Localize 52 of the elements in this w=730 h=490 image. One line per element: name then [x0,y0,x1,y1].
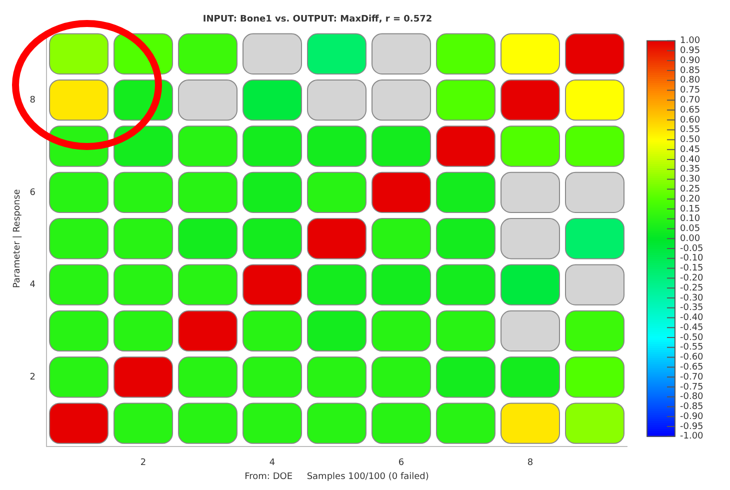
color-bar-label: 0.95 [680,46,700,56]
x-tick-label: 6 [398,458,404,468]
color-bar-label: 0.85 [680,66,700,76]
color-bar-label: 0.80 [680,76,700,86]
x-axis-title: From: DOE Samples 100/100 (0 failed) [244,472,429,482]
color-bar-label: -0.50 [680,332,704,343]
color-bar-label: -0.25 [680,283,704,294]
color-bar-label: 0.55 [680,125,700,136]
y-tick-label: 4 [30,280,36,290]
color-bar-label: 0.30 [680,174,700,185]
color-bar-label: 0.40 [680,154,700,165]
color-bar-label: -0.65 [680,362,704,373]
color-bar-label: 0.05 [680,224,700,234]
color-bar-label: 1.00 [680,36,700,46]
color-bar-label: -0.55 [680,342,704,353]
y-axis-title: Parameter | Response [12,188,23,288]
color-bar-label: -0.20 [680,274,704,284]
color-bar-label: 0.75 [680,86,700,96]
color-bar-label: 0.90 [680,56,700,66]
color-bar-label: -0.45 [680,322,704,333]
color-bar-label: -1.00 [680,432,704,442]
color-bar-label: -0.35 [680,303,704,314]
color-bar-label: 0.20 [680,194,700,204]
color-bar-label: 0.00 [680,234,700,244]
color-bar-label: -0.90 [680,412,704,422]
y-tick-label: 2 [30,372,36,382]
color-bar-label: 0.65 [680,105,700,116]
color-bar-label: 0.45 [680,144,700,155]
color-bar-label: -0.75 [680,382,704,392]
color-bar-label: -0.40 [680,313,704,324]
color-bar-label: -0.85 [680,402,704,412]
color-bar-label: -0.70 [680,372,704,382]
color-bar-label: 0.15 [680,204,700,214]
color-bar-label: -0.15 [680,264,704,274]
color-bar-label: -0.60 [680,352,704,363]
chart-title: INPUT: Bone1 vs. OUTPUT: MaxDiff, r = 0.572 [202,14,432,25]
x-tick-label: 2 [140,458,146,468]
color-bar-label: 0.50 [680,135,700,146]
color-bar-label: 0.70 [680,95,700,106]
color-bar-label: -0.05 [680,244,704,254]
y-tick-label: 8 [30,95,36,106]
color-bar-label: 0.60 [680,115,700,126]
x-tick-label: 8 [527,458,534,468]
color-bar-label: -0.10 [680,254,704,264]
x-tick-label: 4 [269,458,276,468]
color-bar-label: -0.95 [680,422,704,432]
color-bar-label: 0.35 [680,164,700,175]
color-bar-label: 0.10 [680,214,700,224]
y-tick-label: 6 [30,188,36,198]
color-bar-label: -0.30 [680,293,704,304]
color-bar-label: 0.25 [680,184,700,194]
color-bar-label: -0.80 [680,392,704,402]
